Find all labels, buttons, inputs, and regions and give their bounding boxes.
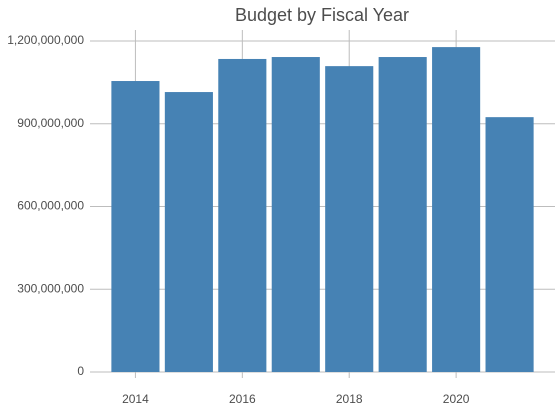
x-tick-label: 2018 [336,392,363,406]
bar [218,58,267,372]
y-tick-label: 600,000,000 [17,199,84,213]
bar [164,92,213,372]
y-tick-label: 300,000,000 [17,281,84,295]
y-tick-label: 1,200,000,000 [7,33,84,47]
x-tick-label: 2016 [229,392,256,406]
bar [432,47,481,372]
bar [485,117,534,372]
bar [378,57,427,373]
chart-title: Budget by Fiscal Year [235,5,409,25]
x-tick-label: 2014 [122,392,149,406]
y-tick-label: 0 [77,364,84,378]
y-tick-label: 900,000,000 [17,116,84,130]
bar [111,81,160,372]
x-tick-label: 2020 [443,392,470,406]
bar [271,57,320,373]
bar [325,66,374,372]
